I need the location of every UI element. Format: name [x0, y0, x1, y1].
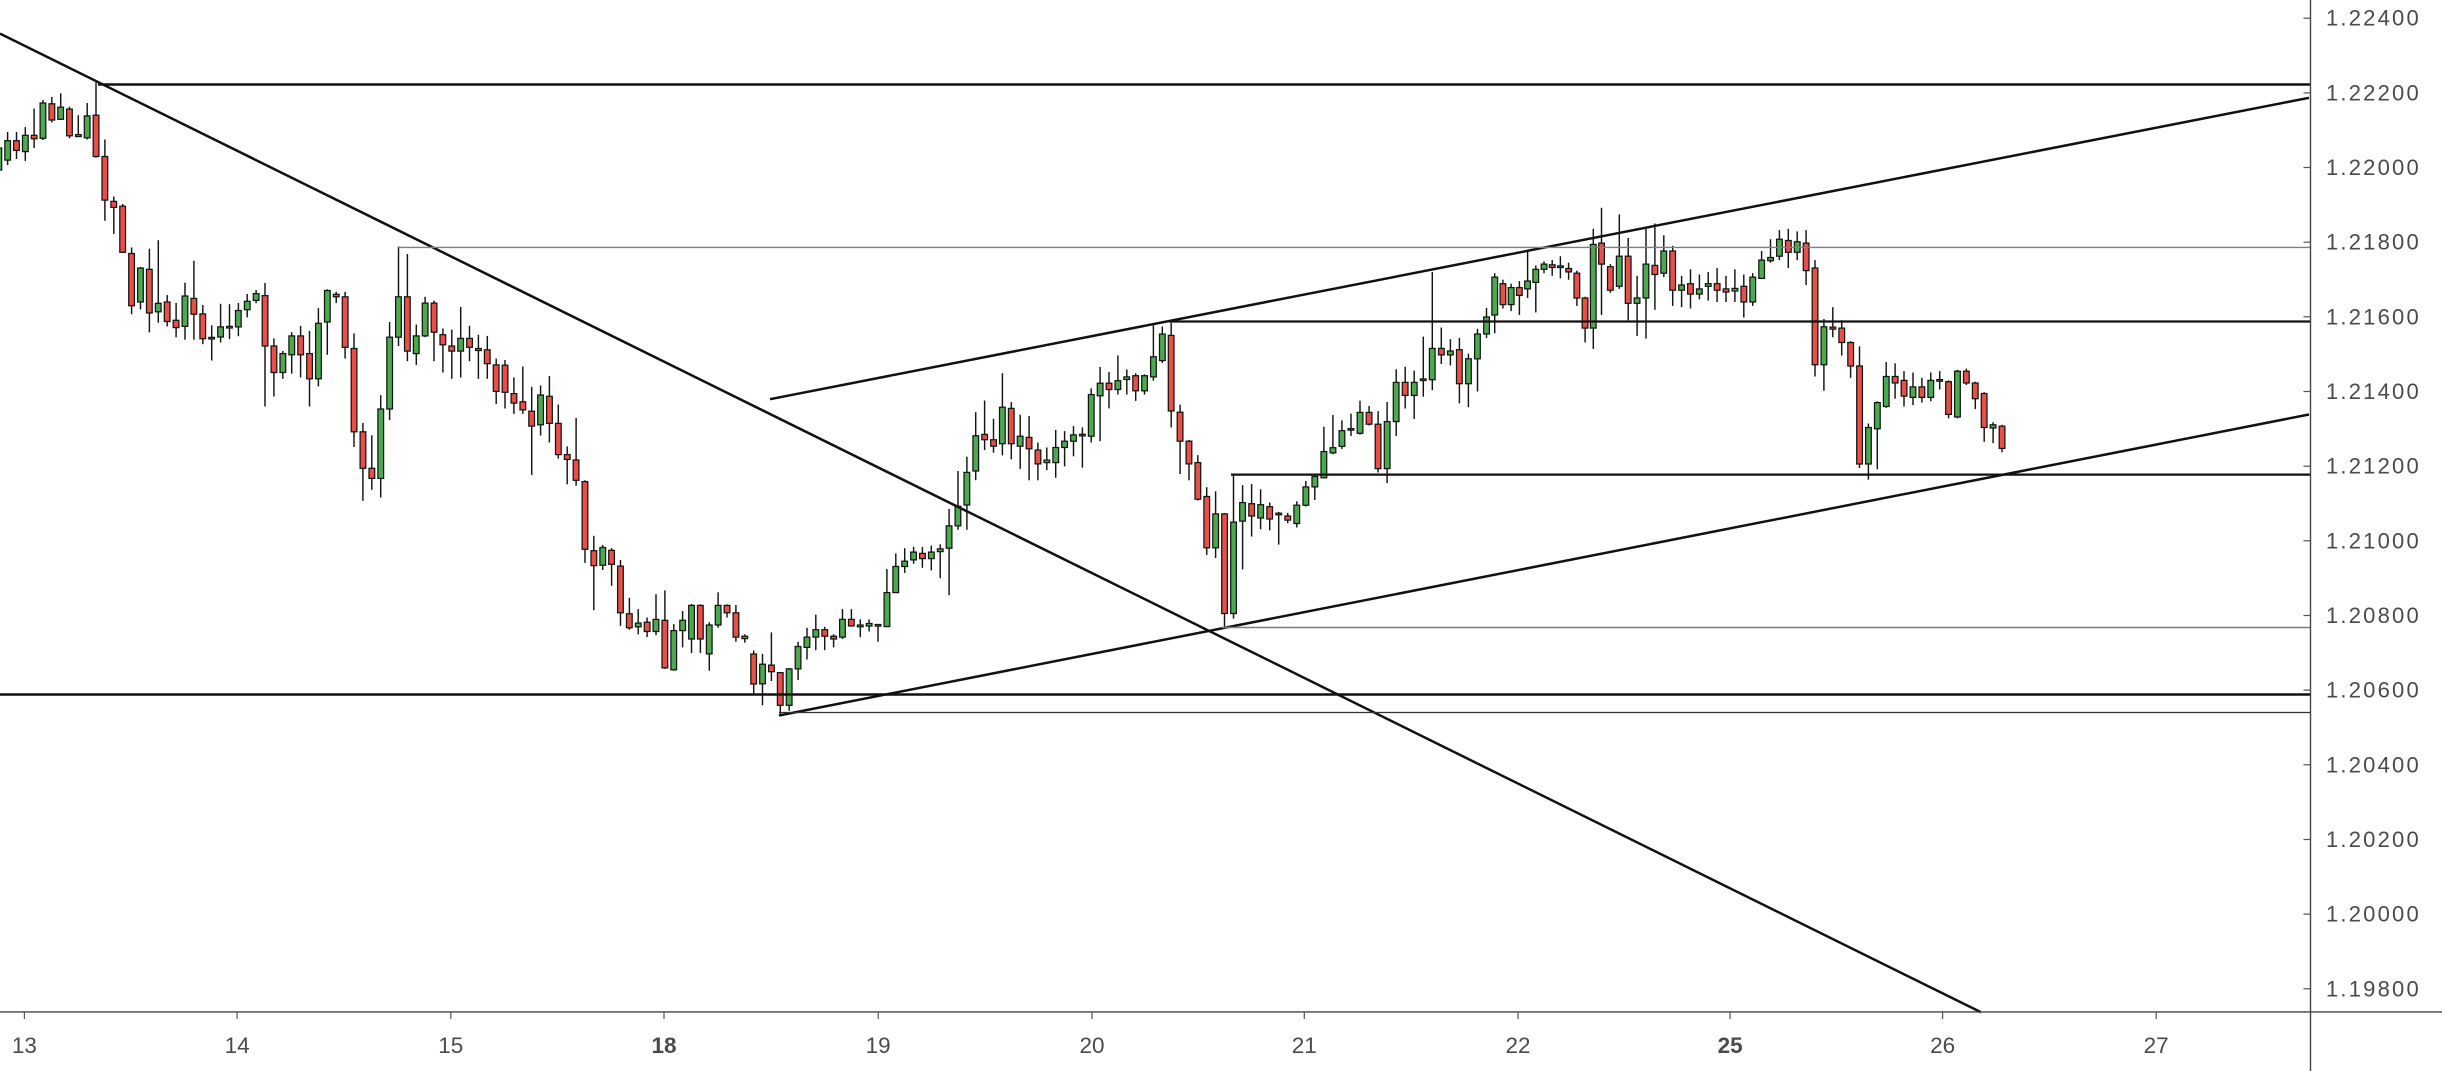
- svg-text:1.22400: 1.22400: [2326, 6, 2421, 31]
- svg-text:1.21800: 1.21800: [2326, 230, 2421, 255]
- svg-text:1.22000: 1.22000: [2326, 155, 2421, 180]
- svg-text:13: 13: [12, 1033, 37, 1058]
- svg-text:15: 15: [438, 1033, 463, 1058]
- svg-text:1.22200: 1.22200: [2326, 80, 2421, 105]
- svg-text:14: 14: [225, 1033, 250, 1058]
- svg-text:22: 22: [1505, 1033, 1530, 1058]
- svg-text:19: 19: [866, 1033, 891, 1058]
- svg-text:1.21200: 1.21200: [2326, 454, 2421, 479]
- svg-text:1.20400: 1.20400: [2326, 752, 2421, 777]
- svg-text:21: 21: [1292, 1033, 1317, 1058]
- svg-text:18: 18: [651, 1033, 676, 1058]
- svg-text:20: 20: [1079, 1033, 1104, 1058]
- svg-text:1.21600: 1.21600: [2326, 304, 2421, 329]
- svg-text:25: 25: [1718, 1033, 1743, 1058]
- svg-text:1.21000: 1.21000: [2326, 528, 2421, 553]
- svg-text:27: 27: [2144, 1033, 2169, 1058]
- svg-text:1.20800: 1.20800: [2326, 603, 2421, 628]
- svg-text:1.20000: 1.20000: [2326, 902, 2421, 927]
- svg-text:1.20200: 1.20200: [2326, 827, 2421, 852]
- svg-text:1.21400: 1.21400: [2326, 379, 2421, 404]
- svg-text:1.20600: 1.20600: [2326, 678, 2421, 703]
- svg-text:1.19800: 1.19800: [2326, 976, 2421, 1001]
- svg-text:26: 26: [1930, 1033, 1955, 1058]
